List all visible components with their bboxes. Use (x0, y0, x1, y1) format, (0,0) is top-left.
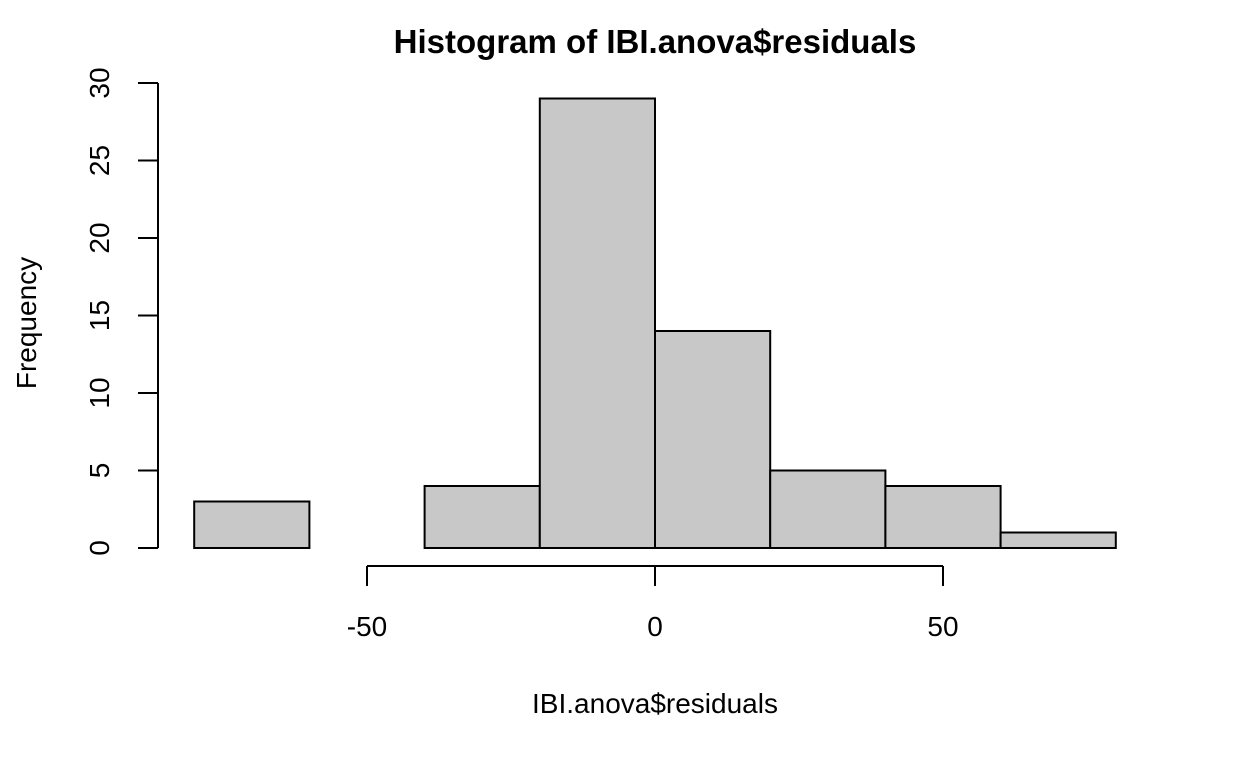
y-tick-label-6: 30 (84, 67, 115, 98)
histogram-bar-6 (885, 486, 1000, 548)
x-tick-label-1: 0 (647, 611, 663, 642)
y-tick-label-3: 15 (84, 300, 115, 331)
y-tick-label-4: 20 (84, 222, 115, 253)
y-tick-label-5: 25 (84, 145, 115, 176)
histogram-bar-2 (425, 486, 540, 548)
y-tick-label-0: 0 (84, 540, 115, 556)
x-axis-label: IBI.anova$residuals (532, 688, 778, 719)
bars-group (194, 99, 1116, 549)
y-axis-label: Frequency (11, 257, 42, 389)
y-axis: 0 5 10 15 20 25 30 (84, 67, 158, 555)
histogram-bar-3 (540, 99, 655, 549)
chart-title: Histogram of IBI.anova$residuals (394, 23, 917, 60)
x-tick-label-0: -50 (347, 611, 387, 642)
histogram-bar-7 (1001, 533, 1116, 549)
histogram-bar-4 (655, 331, 770, 548)
x-axis: -50 0 50 (347, 566, 959, 642)
x-tick-label-2: 50 (927, 611, 958, 642)
y-tick-label-1: 5 (84, 463, 115, 479)
histogram-bar-0 (194, 502, 309, 549)
y-tick-label-2: 10 (84, 377, 115, 408)
histogram-bar-5 (770, 471, 885, 549)
